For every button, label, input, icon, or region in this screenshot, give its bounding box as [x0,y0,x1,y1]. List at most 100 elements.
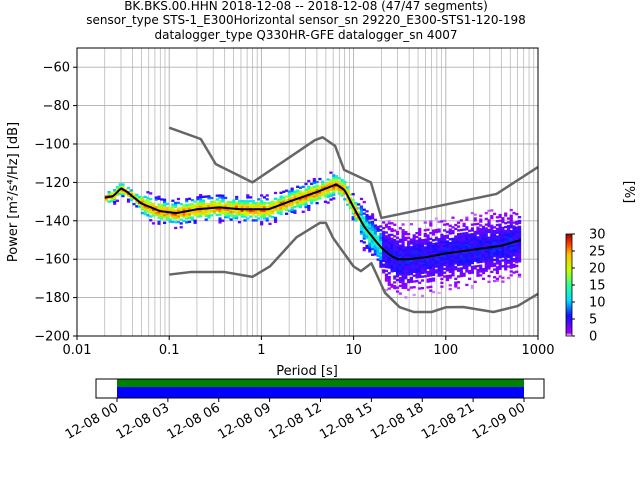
heatmap-cell [382,238,386,241]
heatmap-cell [479,260,483,264]
heatmap-cell [432,256,436,259]
heatmap-cell [462,272,466,275]
heatmap-cell [506,238,511,241]
heatmap-cell [368,250,372,253]
heatmap-cell [490,257,494,260]
heatmap-cell [157,205,161,208]
heatmap-cell [260,223,264,226]
heatmap-cell [268,201,272,204]
heatmap-cell [143,201,147,204]
heatmap-cell [506,228,511,232]
heatmap-cell [487,259,491,262]
heatmap-cell [260,194,264,197]
heatmap-cell [146,206,150,209]
heatmap-cell [384,248,389,251]
heatmap-cell [382,271,386,274]
heatmap-cell [443,235,447,238]
heatmap-cell [456,259,461,263]
heatmap-cell [237,209,242,212]
heatmap-cell [506,236,511,239]
time-tick-label: 12-08 00 [63,400,121,442]
heatmap-cell [201,201,205,204]
heatmap-cell [376,241,380,244]
heatmap-cell [146,191,150,194]
heatmap-cell [426,251,430,254]
heatmap-cell [459,269,463,272]
heatmap-cell [273,197,278,200]
heatmap-cell [429,268,433,271]
heatmap-cell [384,239,389,242]
heatmap-cell [398,284,402,288]
heatmap-cell [418,247,422,250]
heatmap-cell [407,271,411,274]
heatmap-cell [509,253,513,256]
heatmap-cell [174,205,178,209]
heatmap-cell [468,254,472,257]
heatmap-cell [248,205,253,209]
heatmap-cell [498,267,502,270]
heatmap-cell [420,252,425,255]
heatmap-cell [387,283,391,286]
heatmap-cell [456,236,461,240]
heatmap-cell [443,248,447,251]
heatmap-cell [224,204,228,207]
heatmap-cell [509,230,513,233]
heatmap-cell [365,233,369,236]
heatmap-cell [423,250,427,253]
heatmap-cell [415,270,419,273]
heatmap-cell [312,179,316,183]
heatmap-cell [301,199,305,202]
heatmap-cell [196,203,200,207]
heatmap-cell [226,216,230,219]
heatmap-cell [423,242,427,245]
heatmap-cell [404,271,408,274]
heatmap-cell [379,261,383,265]
heatmap-cell [429,222,433,225]
heatmap-cell [459,246,463,249]
heatmap-cell [401,269,405,272]
heatmap-cell [387,227,391,231]
heatmap-cell [487,280,491,284]
heatmap-cell [468,237,472,240]
heatmap-cell [515,213,519,216]
heatmap-cell [282,204,286,207]
heatmap-cell [445,248,450,251]
heatmap-cell [412,240,416,243]
heatmap-cell [246,203,250,207]
heatmap-cell [504,258,508,261]
heatmap-cell [432,262,436,265]
heatmap-cell [165,208,169,211]
heatmap-cell [412,264,416,268]
heatmap-cell [501,217,505,220]
heatmap-cell [271,204,275,207]
heatmap-cell [187,205,192,208]
heatmap-cell [262,215,266,218]
heatmap-cell [434,261,438,264]
heatmap-cell [495,229,499,232]
heatmap-cell [420,258,425,261]
heatmap-cell [448,224,452,227]
heatmap-cell [445,267,450,270]
heatmap-cell [370,222,375,226]
heatmap-cell [454,237,458,240]
heatmap-cell [129,191,133,194]
heatmap-cell [282,198,286,201]
heatmap-cell [204,208,208,212]
heatmap-cell [498,238,502,242]
heatmap-cell [224,202,228,205]
heatmap-cell [237,205,242,208]
heatmap-cell [423,263,427,266]
heatmap-cell [318,187,322,190]
heatmap-cell [390,266,394,269]
x-tick-label: 10 [345,343,362,358]
heatmap-cell [149,207,153,210]
heatmap-cell [282,200,286,203]
heatmap-cell [207,216,211,219]
heatmap-cell [193,210,197,213]
heatmap-cell [423,271,427,274]
heatmap-cell [465,251,469,254]
heatmap-cell [373,228,377,231]
heatmap-cell [307,189,311,192]
heatmap-cell [162,215,167,219]
heatmap-cell [185,205,189,209]
